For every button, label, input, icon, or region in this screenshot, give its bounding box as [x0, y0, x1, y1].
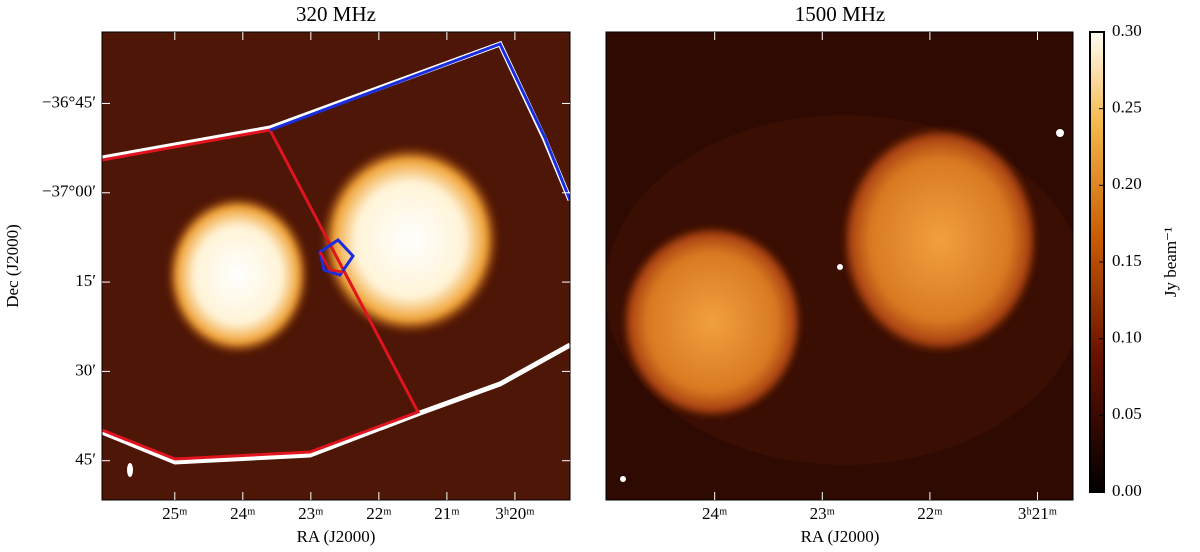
y-tick-label: 45′: [75, 450, 96, 469]
x-tick-label: 25ᵐ: [162, 504, 187, 523]
y-tick-label: 15′: [75, 271, 96, 290]
y-tick-label: 0.30: [1112, 21, 1142, 40]
frame: [101, 31, 571, 501]
x-tick-label: 3ʰ21ᵐ: [1018, 504, 1057, 523]
y-tick-label: 0.15: [1112, 251, 1142, 270]
y-tick-label: 30′: [75, 360, 96, 379]
panel-title: 1500 MHz: [795, 2, 885, 26]
y-tick-label: 0.20: [1112, 174, 1142, 193]
x-tick-label: 22ᵐ: [366, 504, 391, 523]
x-axis-label: RA (J2000): [801, 527, 880, 546]
y-tick-label: −37°00′: [42, 182, 96, 201]
x-tick-label: 22ᵐ: [917, 504, 942, 523]
x-tick-label: 3ʰ20ᵐ: [495, 504, 534, 523]
x-tick-label: 21ᵐ: [434, 504, 459, 523]
x-axis-label: RA (J2000): [297, 527, 376, 546]
image-1500: [606, 32, 1073, 500]
x-tick-label: 24ᵐ: [230, 504, 255, 523]
y-tick-label: 0.00: [1112, 481, 1142, 500]
y-tick-label: 0.10: [1112, 328, 1142, 347]
x-tick-label: 23ᵐ: [810, 504, 835, 523]
y-axis-label: Dec (J2000): [3, 224, 22, 308]
panel-title: 320 MHz: [296, 2, 376, 26]
y-tick-label: 0.05: [1112, 404, 1142, 423]
frame: [605, 31, 1074, 501]
colorbar-label: Jy beam⁻¹: [1161, 227, 1180, 297]
y-tick-label: 0.25: [1112, 98, 1142, 117]
x-tick-label: 24ᵐ: [702, 504, 727, 523]
x-tick-label: 23ᵐ: [298, 504, 323, 523]
y-tick-label: −36°45′: [42, 92, 96, 111]
image-320: [102, 32, 570, 500]
